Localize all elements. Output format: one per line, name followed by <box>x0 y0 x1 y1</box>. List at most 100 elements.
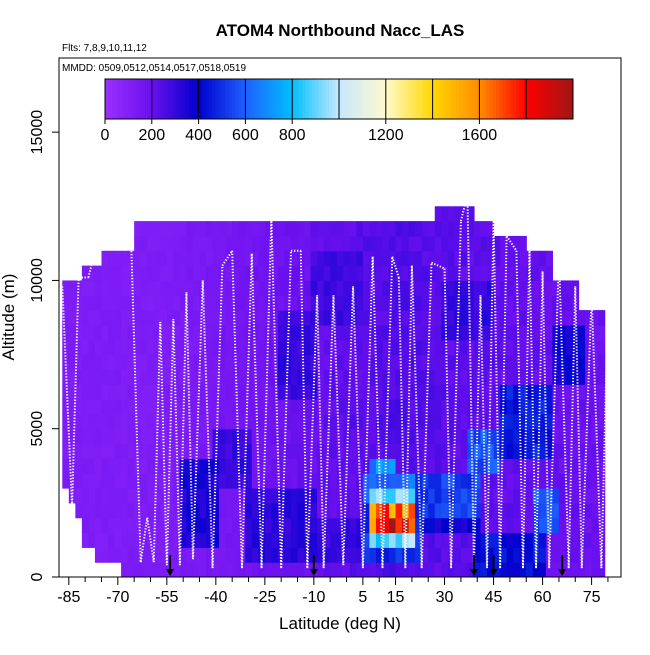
heatmap-cell <box>428 562 436 577</box>
heatmap-cell <box>585 399 593 415</box>
heatmap-cell <box>473 250 482 267</box>
heatmap-cell <box>545 413 553 430</box>
heatmap-cell <box>88 369 96 385</box>
colorbar-swatch <box>369 79 373 119</box>
heatmap-cell <box>192 339 201 356</box>
heatmap-cell <box>277 473 286 489</box>
heatmap-cell <box>408 339 416 356</box>
heatmap-cell <box>81 354 89 370</box>
heatmap-cell <box>441 354 449 370</box>
heatmap-cell <box>192 517 201 534</box>
heatmap-cell <box>480 562 488 577</box>
heatmap-cell <box>506 295 514 311</box>
heatmap-cell <box>356 324 364 341</box>
heatmap-cell <box>402 295 410 311</box>
heatmap-cell <box>578 354 586 370</box>
heatmap-cell <box>565 339 573 356</box>
heatmap-cell <box>330 265 338 282</box>
heatmap-cell <box>454 221 462 237</box>
heatmap-cell <box>578 517 586 534</box>
heatmap-cell <box>88 324 96 341</box>
colorbar-swatch <box>332 79 337 119</box>
heatmap-cell <box>473 488 482 504</box>
heatmap-cell <box>598 458 606 474</box>
heatmap-cell <box>552 354 560 370</box>
heatmap-cell <box>101 443 109 459</box>
heatmap-cell <box>297 532 305 548</box>
heatmap-cell <box>441 339 449 356</box>
heatmap-cell <box>88 473 96 489</box>
colorbar-swatch <box>359 79 363 119</box>
heatmap-cell <box>330 384 338 400</box>
heatmap-cell <box>134 443 142 459</box>
heatmap-cell <box>447 369 455 385</box>
heatmap-cell <box>349 250 357 267</box>
heatmap-cell <box>369 221 377 237</box>
heatmap-cell <box>343 221 351 237</box>
heatmap-cell <box>114 428 122 445</box>
heatmap-cell <box>258 413 266 430</box>
heatmap-cell <box>258 458 266 474</box>
flight-track-segment <box>270 218 283 569</box>
heatmap-cell <box>245 265 253 282</box>
heatmap-cell <box>493 473 501 489</box>
heatmap-cell <box>447 502 455 519</box>
heatmap-cell <box>552 384 560 400</box>
heatmap-cell <box>343 413 351 430</box>
heatmap-cell <box>513 502 521 519</box>
colorbar-swatch <box>272 79 276 119</box>
heatmap-cell <box>526 384 534 400</box>
heatmap-cell <box>421 443 429 459</box>
heatmap-cell <box>68 310 76 326</box>
heatmap-cell <box>545 354 553 370</box>
heatmap-cell <box>578 488 586 504</box>
heatmap-cell <box>225 428 233 445</box>
heatmap-cell <box>219 354 227 370</box>
heatmap-cell <box>245 235 253 252</box>
heatmap-cell <box>304 384 312 400</box>
heatmap-cell <box>539 250 547 267</box>
heatmap-cell <box>571 310 580 326</box>
heatmap-cell <box>212 280 220 296</box>
heatmap-cell <box>473 547 482 563</box>
heatmap-cell <box>114 532 122 548</box>
heatmap-cell <box>532 310 540 326</box>
heatmap-cell <box>545 339 553 356</box>
heatmap-cell <box>539 488 547 504</box>
heatmap-cell <box>421 532 429 548</box>
heatmap-cell <box>408 354 416 370</box>
heatmap-cell <box>290 517 299 534</box>
heatmap-cell <box>395 369 403 385</box>
heatmap-cell <box>598 384 606 400</box>
heatmap-cell <box>362 265 370 282</box>
heatmap-cell <box>264 502 272 519</box>
heatmap-cell <box>434 473 442 489</box>
heatmap-cell <box>225 399 233 415</box>
heatmap-cell <box>212 324 220 341</box>
flight-track-segment <box>492 221 502 569</box>
flight-track-segment <box>391 256 400 278</box>
colorbar-swatch <box>442 79 447 119</box>
heatmap-cell <box>349 488 357 504</box>
heatmap-cell <box>225 250 233 267</box>
heatmap-cell <box>454 354 462 370</box>
heatmap-cell <box>362 339 370 356</box>
heatmap-cell <box>473 502 482 519</box>
heatmap-cell <box>460 339 469 356</box>
heatmap-cell <box>317 250 325 267</box>
heatmap-cell <box>238 413 246 430</box>
colorbar-swatch <box>141 79 146 119</box>
heatmap-cell <box>598 473 606 489</box>
heatmap-cell <box>88 339 96 356</box>
heatmap-cell <box>434 295 442 311</box>
heatmap-cell <box>140 547 148 563</box>
heatmap-cell <box>565 310 573 326</box>
heatmap-cell <box>101 384 109 400</box>
heatmap-cell <box>232 280 240 296</box>
heatmap-cell <box>284 502 292 519</box>
heatmap-cell <box>186 250 194 267</box>
colorbar-swatch <box>215 79 220 119</box>
heatmap-cell <box>245 532 253 548</box>
heatmap-cell <box>552 428 560 445</box>
heatmap-cell <box>375 532 384 548</box>
